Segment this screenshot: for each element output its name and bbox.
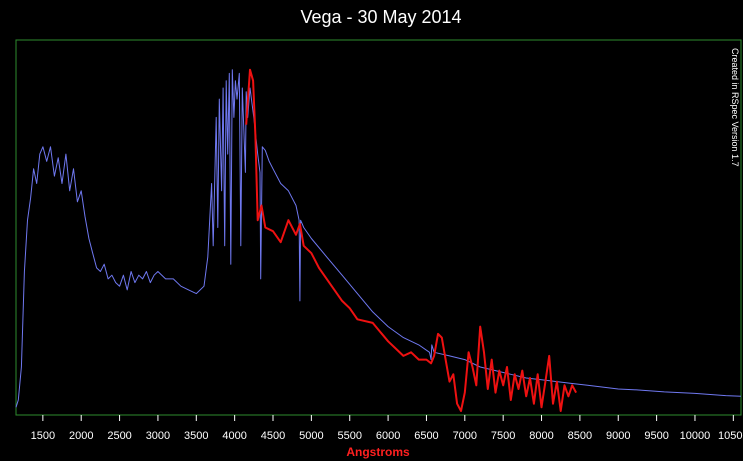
x-tick-label: 4500 bbox=[261, 430, 285, 442]
x-tick-label: 9500 bbox=[644, 430, 668, 442]
x-tick-label: 9000 bbox=[606, 430, 630, 442]
series-line-red bbox=[245, 68, 577, 412]
series-layer bbox=[15, 68, 742, 412]
series-line-blue bbox=[15, 69, 742, 408]
x-tick-label: 2000 bbox=[69, 430, 93, 442]
x-tick-label: 5000 bbox=[299, 430, 323, 442]
x-tick-label: 8500 bbox=[568, 430, 592, 442]
x-tick-label: 10500 bbox=[718, 430, 743, 442]
x-tick-label: 5500 bbox=[337, 430, 361, 442]
watermark-text: Created in RSpec Version 1.7 bbox=[730, 48, 740, 167]
x-tick-label: 6500 bbox=[414, 430, 438, 442]
x-tick-label: 2500 bbox=[107, 430, 131, 442]
plot-area bbox=[15, 39, 742, 416]
x-axis: 1500 2000 2500 3000 3500 4000 4500 5000 5500 6000… bbox=[31, 415, 743, 442]
chart-title: Vega - 30 May 2014 bbox=[300, 7, 461, 27]
x-axis-label: Angstroms bbox=[346, 445, 410, 459]
x-tick-label: 4000 bbox=[222, 430, 246, 442]
x-tick-label: 6000 bbox=[376, 430, 400, 442]
x-tick-label: 1500 bbox=[31, 430, 55, 442]
x-tick-label: 3500 bbox=[184, 430, 208, 442]
x-tick-label: 10000 bbox=[680, 430, 711, 442]
x-tick-label: 7000 bbox=[453, 430, 477, 442]
x-tick-label: 3000 bbox=[146, 430, 170, 442]
x-tick-label: 8000 bbox=[529, 430, 553, 442]
x-tick-label: 7500 bbox=[491, 430, 515, 442]
